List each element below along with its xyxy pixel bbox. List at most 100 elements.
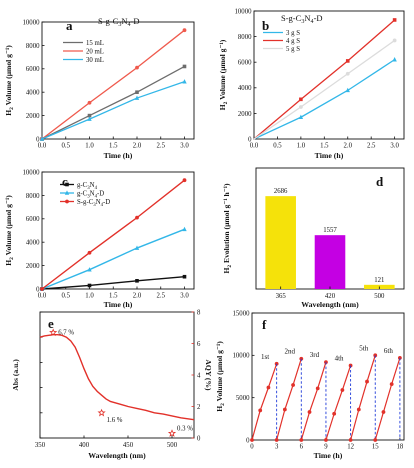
series-line — [41, 179, 185, 290]
bar-data-label: 121 — [374, 277, 384, 284]
data-point — [340, 388, 345, 392]
data-point — [392, 18, 397, 22]
legend-marker — [64, 190, 70, 195]
x-tick-label: 12 — [347, 444, 354, 451]
aqy-point — [97, 408, 106, 417]
data-point — [266, 385, 271, 390]
data-point — [282, 407, 287, 412]
series-line — [41, 228, 185, 290]
data-point — [365, 379, 369, 384]
y-axis-label-left: Abs (a.u.) — [11, 359, 20, 391]
x-tick-label: 1.5 — [320, 143, 329, 150]
y-tick-label: 8000 — [26, 193, 40, 200]
data-point — [307, 410, 312, 414]
legend-label: 15 mL — [86, 40, 104, 47]
bar-420 — [314, 235, 346, 289]
data-point — [182, 28, 187, 33]
data-point — [392, 38, 397, 43]
x-tick-label: 350 — [35, 442, 46, 449]
cycle-line-4 — [325, 365, 352, 441]
y-right-tick-label: 6 — [197, 341, 201, 348]
x-tick-label: 500 — [374, 293, 385, 300]
aqy-label: 0.3 % — [177, 425, 193, 432]
data-point — [299, 97, 303, 102]
legend-label: 20 mL — [86, 49, 104, 56]
bar-data-label: 1557 — [323, 227, 337, 234]
x-axis-label: Time (h) — [104, 151, 133, 160]
x-axis-label: Time (h) — [314, 451, 343, 460]
x-tick-label: 2.5 — [157, 143, 166, 150]
y-tick-label: 10000 — [23, 19, 41, 26]
y-tick-label: 10000 — [23, 169, 41, 176]
series-line-20mL — [41, 29, 185, 140]
bar-data-label: 2686 — [274, 188, 288, 195]
panel-label-f: f — [262, 317, 267, 332]
legend-label: 30 mL — [86, 57, 104, 64]
data-point — [298, 105, 303, 109]
plot-frame — [253, 10, 405, 140]
cycle-label: 1st — [261, 353, 269, 361]
data-point — [345, 71, 350, 76]
panel-b-title: S-g-C3​N4​-D — [281, 13, 323, 25]
y-tick-label: 4000 — [26, 90, 40, 97]
y-tick-label: 5000 — [236, 395, 250, 402]
data-point — [134, 245, 140, 250]
abs-spectrum-line — [39, 333, 195, 421]
cycle-line-2 — [276, 358, 302, 441]
series-line-4gS — [253, 19, 396, 140]
x-tick-label: 2.0 — [133, 143, 142, 150]
y-tick-label: 10000 — [233, 353, 251, 360]
y-tick-label: 6000 — [26, 216, 40, 223]
y-tick-label: 8000 — [238, 34, 252, 41]
cycle-label: 6th — [384, 347, 393, 355]
x-tick-label: 1.0 — [85, 143, 94, 150]
y-axis-label: H2 Evolution (μmol g⁻¹ h⁻¹) — [222, 183, 233, 274]
x-tick-label: 15 — [372, 444, 379, 451]
data-point — [345, 59, 350, 63]
x-tick-label: 0.0 — [250, 143, 259, 150]
x-tick-label: 3.0 — [390, 143, 399, 150]
y-tick-label: 0 — [248, 136, 252, 143]
plot-frame — [41, 21, 195, 140]
data-point — [135, 279, 139, 283]
data-point — [299, 438, 304, 442]
x-tick-label: 400 — [79, 442, 90, 449]
data-point — [87, 283, 92, 288]
x-tick-label: 1.0 — [85, 293, 94, 300]
y-tick-label: 0 — [36, 136, 40, 143]
x-tick-label: 3.0 — [180, 143, 189, 150]
data-point — [135, 65, 139, 70]
x-tick-label: 2.0 — [133, 293, 142, 300]
x-tick-label: 2.5 — [367, 143, 376, 150]
panel-label-c: c — [62, 174, 68, 189]
aqy-point — [49, 328, 58, 337]
plot-frame — [251, 312, 405, 441]
data-point — [298, 114, 304, 120]
data-point — [373, 438, 378, 442]
y-tick-label: 2000 — [26, 263, 40, 270]
data-point — [182, 79, 187, 84]
x-axis-label: Time (h) — [315, 151, 344, 160]
data-point — [87, 267, 92, 272]
data-point — [345, 87, 350, 93]
data-point — [182, 226, 187, 232]
data-point — [250, 438, 254, 442]
data-point — [87, 250, 92, 255]
data-point — [324, 438, 328, 442]
legend-label: g-C3​N4​ — [77, 182, 98, 191]
x-tick-label: 2.5 — [157, 293, 166, 300]
data-point — [274, 438, 279, 442]
data-point — [87, 100, 92, 105]
x-tick-label: 9 — [324, 444, 328, 451]
x-tick-label: 1.5 — [109, 143, 118, 150]
data-point — [87, 116, 92, 121]
data-point — [40, 287, 44, 291]
data-point — [258, 408, 263, 413]
y-right-tick-label: 0 — [197, 435, 201, 442]
legend-label: 5 g S — [286, 46, 300, 53]
data-point — [389, 382, 394, 387]
series-line-30mL — [41, 81, 185, 140]
series-line-3gS — [253, 59, 395, 140]
data-point — [381, 410, 386, 414]
y-tick-label: 4000 — [26, 240, 40, 247]
